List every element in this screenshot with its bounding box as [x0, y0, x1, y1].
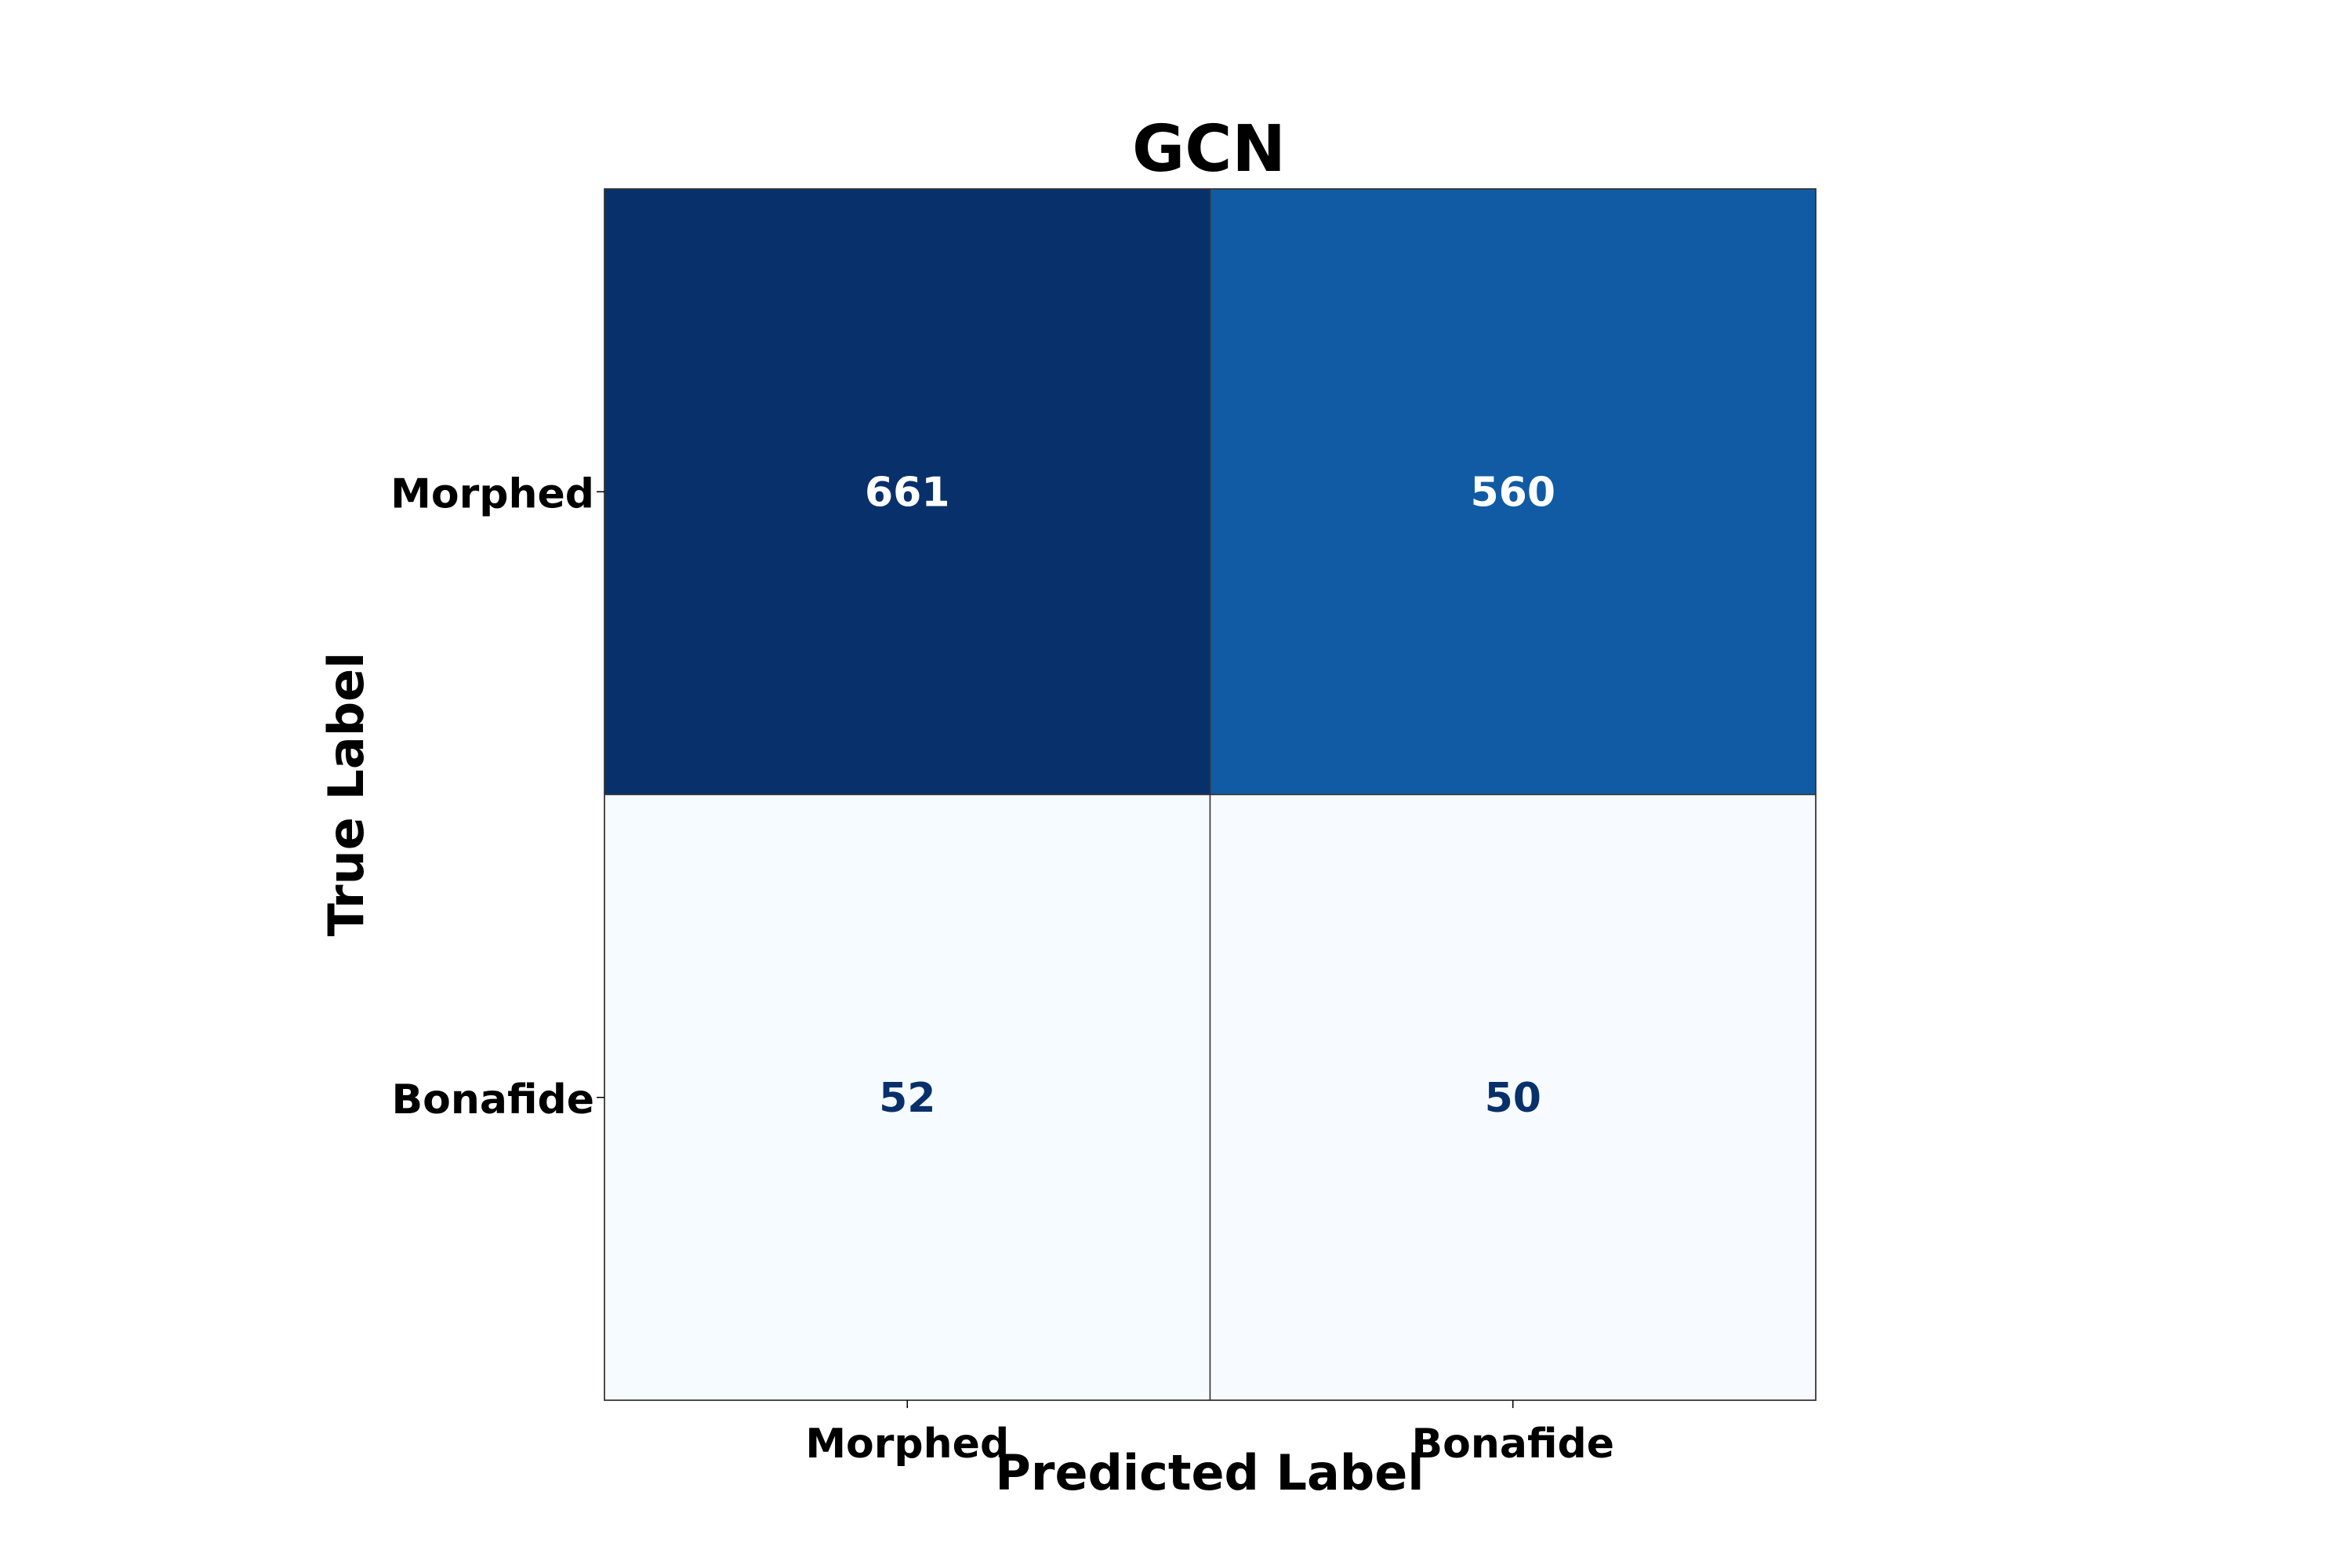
plot-frame	[604, 188, 1817, 1401]
cell-value-label: 661	[865, 469, 950, 516]
x-tick-label: Morphed	[805, 1421, 1009, 1468]
cell-value-label: 560	[1470, 469, 1555, 516]
y-tick-label: Morphed	[390, 470, 594, 517]
cell-value-label: 52	[879, 1075, 935, 1122]
chart-title: GCN	[1132, 112, 1286, 187]
cell-value-labels: 661 560 52 50	[865, 469, 1555, 1122]
x-tick-label: Bonafide	[1411, 1421, 1614, 1468]
x-axis-label: Predicted Label	[995, 1444, 1424, 1501]
heatmap-cell-morphed-morphed	[604, 188, 1211, 796]
y-axis-label: True Label	[318, 652, 375, 937]
x-axis-ticks: Morphed Bonafide	[805, 1400, 1614, 1468]
heatmap-cells	[604, 188, 1817, 1401]
cell-value-label: 50	[1485, 1075, 1541, 1122]
y-axis-ticks: Morphed Bonafide	[390, 470, 604, 1123]
y-tick-label: Bonafide	[391, 1076, 594, 1123]
heatmap-cell-bonafide-bonafide	[1209, 793, 1817, 1401]
heatmap-cell-bonafide-morphed	[604, 793, 1211, 1401]
heatmap-cell-morphed-bonafide	[1209, 188, 1817, 796]
